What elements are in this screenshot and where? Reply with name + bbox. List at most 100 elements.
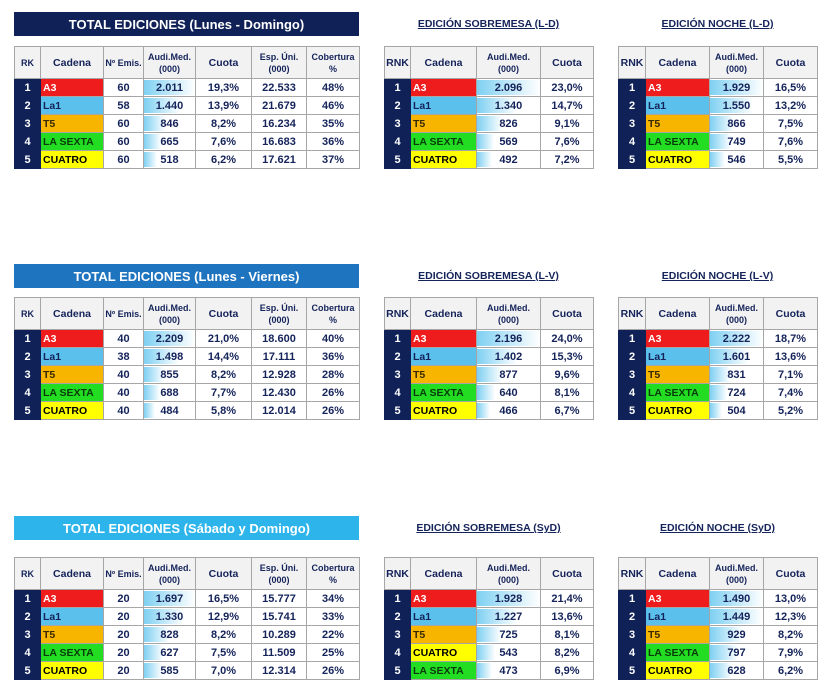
header-row: RNK Cadena Audi.Med. (000) Cuota bbox=[618, 557, 818, 590]
channel-cell: CUATRO bbox=[645, 401, 710, 420]
rank-cell: 1 bbox=[14, 329, 41, 348]
value-cell: 8,1% bbox=[540, 383, 594, 402]
value-cell: 20 bbox=[103, 661, 144, 680]
channel-cell: LA SEXTA bbox=[410, 383, 477, 402]
value-cell: 12.314 bbox=[251, 661, 307, 680]
rank-cell: 2 bbox=[618, 96, 646, 115]
sobremesa-table: RNK Cadena Audi.Med. (000) Cuota 1 A3 1.928 21,… bbox=[384, 557, 594, 680]
table-row: 3 T5 60 846 8,2% 16.234 35% bbox=[14, 114, 360, 133]
value-cell: 8,2% bbox=[540, 643, 594, 662]
table-row: 3 T5 40 855 8,2% 12.928 28% bbox=[14, 365, 360, 384]
column-header: Cadena bbox=[645, 297, 710, 330]
rank-cell: 2 bbox=[384, 347, 411, 366]
value-cell: 6,7% bbox=[540, 401, 594, 420]
column-header: Audi.Med. (000) bbox=[143, 557, 196, 590]
channel-cell: A3 bbox=[645, 589, 710, 608]
audience-value: 1.330 bbox=[155, 610, 184, 623]
value-cell: 21,4% bbox=[540, 589, 594, 608]
data-bar bbox=[477, 80, 540, 95]
column-header: RNK bbox=[618, 46, 646, 79]
data-bar bbox=[144, 116, 166, 131]
column-header: Cobertura % bbox=[306, 46, 360, 79]
section-title: TOTAL EDICIONES (Sábado y Domingo) bbox=[14, 516, 359, 540]
value-cell: 7,0% bbox=[195, 661, 252, 680]
channel-cell: T5 bbox=[40, 114, 104, 133]
data-bar bbox=[144, 98, 181, 113]
value-cell: 48% bbox=[306, 78, 360, 97]
value-cell: 13,2% bbox=[763, 96, 818, 115]
audience-cell: 1.550 bbox=[709, 96, 764, 115]
audience-value: 1.449 bbox=[722, 610, 751, 623]
column-header: RNK bbox=[618, 557, 646, 590]
rank-cell: 3 bbox=[14, 625, 41, 644]
audience-value: 688 bbox=[160, 386, 179, 399]
table-row: 2 La1 1.601 13,6% bbox=[618, 347, 818, 366]
audience-cell: 1.929 bbox=[709, 78, 764, 97]
table-row: 3 T5 929 8,2% bbox=[618, 625, 818, 644]
value-cell: 5,2% bbox=[763, 401, 818, 420]
audience-cell: 866 bbox=[709, 114, 764, 133]
table-row: 2 La1 20 1.330 12,9% 15.741 33% bbox=[14, 607, 360, 626]
value-cell: 14,7% bbox=[540, 96, 594, 115]
audience-value: 627 bbox=[160, 646, 179, 659]
header-row: RNK Cadena Audi.Med. (000) Cuota bbox=[384, 46, 594, 79]
audience-value: 1.402 bbox=[494, 350, 523, 363]
data-bar bbox=[710, 116, 734, 131]
data-bar bbox=[710, 627, 744, 642]
value-cell: 36% bbox=[306, 132, 360, 151]
value-cell: 7,6% bbox=[195, 132, 252, 151]
table-row: 5 CUATRO 492 7,2% bbox=[384, 150, 594, 169]
data-bar bbox=[144, 403, 156, 418]
value-cell: 58 bbox=[103, 96, 144, 115]
sobremesa-title: EDICIÓN SOBREMESA (SyD) bbox=[416, 522, 561, 534]
channel-cell: CUATRO bbox=[645, 150, 710, 169]
noche-table: RNK Cadena Audi.Med. (000) Cuota 1 A3 1.929 16,… bbox=[618, 46, 818, 169]
rank-cell: 4 bbox=[14, 643, 41, 662]
rank-cell: 1 bbox=[384, 329, 411, 348]
rank-cell: 5 bbox=[14, 150, 41, 169]
audience-value: 855 bbox=[160, 368, 179, 381]
audience-value: 466 bbox=[499, 404, 518, 417]
value-cell: 8,2% bbox=[763, 625, 818, 644]
channel-cell: A3 bbox=[40, 78, 104, 97]
table-row: 1 A3 40 2.209 21,0% 18.600 40% bbox=[14, 329, 360, 348]
audience-cell: 1.601 bbox=[709, 347, 764, 366]
value-cell: 60 bbox=[103, 150, 144, 169]
audience-cell: 797 bbox=[709, 643, 764, 662]
channel-cell: LA SEXTA bbox=[40, 383, 104, 402]
noche-title: EDICIÓN NOCHE (L-D) bbox=[661, 18, 774, 30]
table-row: 4 LA SEXTA 724 7,4% bbox=[618, 383, 818, 402]
rank-cell: 2 bbox=[14, 96, 41, 115]
rank-cell: 5 bbox=[384, 401, 411, 420]
channel-cell: T5 bbox=[410, 365, 477, 384]
audience-value: 866 bbox=[727, 117, 746, 130]
audience-cell: 2.096 bbox=[476, 78, 541, 97]
table-row: 1 A3 1.928 21,4% bbox=[384, 589, 594, 608]
audience-cell: 504 bbox=[709, 401, 764, 420]
table-row: 4 LA SEXTA 40 688 7,7% 12.430 26% bbox=[14, 383, 360, 402]
channel-cell: A3 bbox=[410, 589, 477, 608]
audience-cell: 585 bbox=[143, 661, 196, 680]
table-row: 4 CUATRO 543 8,2% bbox=[384, 643, 594, 662]
rank-cell: 2 bbox=[14, 347, 41, 366]
channel-cell: La1 bbox=[40, 607, 104, 626]
channel-cell: CUATRO bbox=[410, 401, 477, 420]
rank-cell: 4 bbox=[618, 643, 646, 662]
value-cell: 13,9% bbox=[195, 96, 252, 115]
rank-cell: 3 bbox=[618, 114, 646, 133]
data-bar bbox=[477, 385, 496, 400]
audience-value: 585 bbox=[160, 664, 179, 677]
data-bar bbox=[477, 609, 518, 624]
noche-table: RNK Cadena Audi.Med. (000) Cuota 1 A3 2.222 18,… bbox=[618, 297, 818, 420]
data-bar bbox=[144, 663, 162, 678]
table-row: 4 LA SEXTA 20 627 7,5% 11.509 25% bbox=[14, 643, 360, 662]
total-table: RK Cadena Nº Emis. Audi.Med. (000) Cuota Esp.… bbox=[14, 46, 360, 169]
total-table: RK Cadena Nº Emis. Audi.Med. (000) Cuota Esp.… bbox=[14, 297, 360, 420]
channel-cell: La1 bbox=[40, 96, 104, 115]
value-cell: 22.533 bbox=[251, 78, 307, 97]
column-header: Cuota bbox=[540, 557, 594, 590]
value-cell: 5,5% bbox=[763, 150, 818, 169]
audience-value: 2.011 bbox=[156, 81, 183, 94]
channel-cell: CUATRO bbox=[410, 150, 477, 169]
column-header: Audi.Med. (000) bbox=[709, 46, 764, 79]
